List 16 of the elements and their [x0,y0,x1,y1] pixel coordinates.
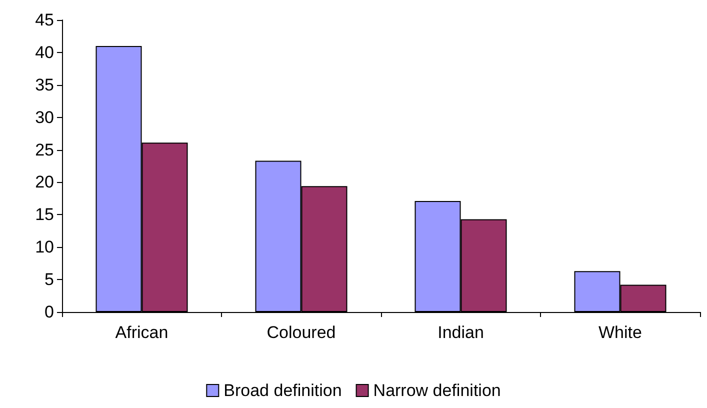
x-tick-label: Coloured [266,323,336,342]
x-tick-label: Indian [438,323,484,342]
legend-label: Narrow definition [373,381,501,400]
y-tick-label: 20 [35,172,54,192]
y-tick-label: 30 [35,108,54,127]
y-tick-label: 25 [35,140,54,160]
y-tick-label: 40 [35,42,54,62]
y-tick-label: 10 [35,238,54,257]
y-tick-label: 5 [44,270,54,290]
x-tick-label: White [598,323,642,342]
y-tick-label: 45 [35,10,54,30]
y-tick-label: 35 [35,75,54,94]
y-tick-label: 0 [44,302,54,322]
y-tick-label: 15 [35,205,54,224]
x-tick-label: African [115,323,168,342]
legend-label: Broad definition [224,381,342,400]
